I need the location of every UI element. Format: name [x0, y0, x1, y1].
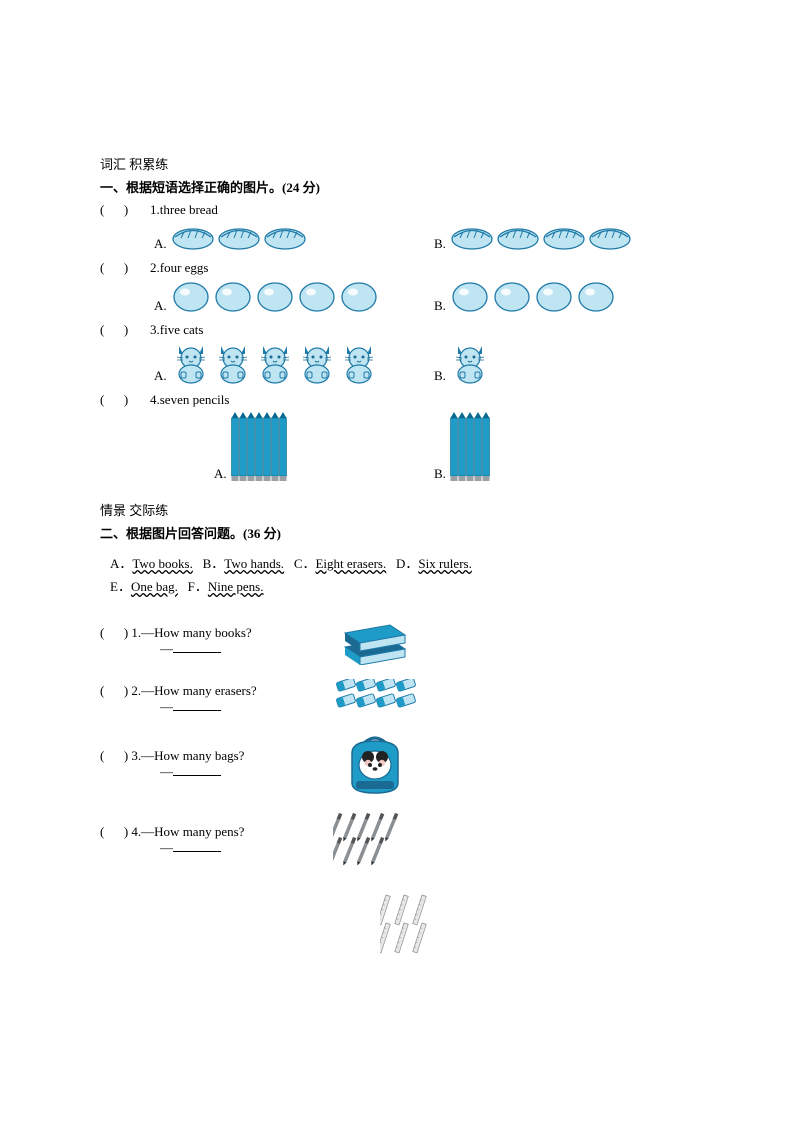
q2-question: 2.—How many erasers?	[131, 683, 256, 698]
bank-item: A．Two books.	[110, 556, 193, 571]
answer-blank[interactable]: ( )	[100, 260, 150, 276]
q2-question: 4.—How many pens?	[131, 824, 244, 839]
egg-icon	[576, 280, 616, 314]
fill-blank[interactable]	[173, 641, 221, 653]
erasers-icon	[330, 679, 420, 719]
fill-blank[interactable]	[173, 840, 221, 852]
option-a-label: A.	[154, 368, 167, 384]
egg-icon	[450, 280, 490, 314]
cat-icon	[171, 342, 211, 384]
q2-answer-line: —	[160, 840, 330, 856]
bag-icon	[344, 733, 406, 795]
answer-blank[interactable]: ( )	[100, 202, 150, 218]
q2-answer-line: —	[160, 764, 330, 780]
question-row: ( ) 1.three bread	[100, 202, 700, 218]
q2-row: ( ) 4.—How many pens? —	[100, 809, 700, 871]
egg-icon	[297, 280, 337, 314]
egg-icon	[171, 280, 211, 314]
pens-icon	[333, 809, 417, 871]
section1-title: 词汇 积累练	[100, 154, 700, 173]
section2-questions: ( ) 1.—How many books? — ( ) 2.—How many…	[100, 617, 700, 871]
egg-icon	[255, 280, 295, 314]
cat-icon	[339, 342, 379, 384]
bread-icon	[263, 222, 307, 252]
bank-item: C．Eight erasers.	[294, 556, 386, 571]
options-row: A.	[100, 412, 700, 482]
extra-image	[380, 891, 700, 961]
options-row: A. B.	[100, 222, 700, 252]
q2-image	[330, 679, 420, 719]
section2-heading: 二、根据图片回答问题。(36 分)	[100, 523, 700, 542]
option-b-label: B.	[434, 368, 446, 384]
q2-row: ( ) 1.—How many books? —	[100, 617, 700, 665]
egg-icon	[534, 280, 574, 314]
bank-item: F．Nine pens.	[188, 579, 264, 594]
q2-image	[330, 617, 420, 665]
books-icon	[340, 617, 410, 665]
bread-icon	[171, 222, 215, 252]
option-a-label: A.	[154, 236, 167, 252]
bank-item: D．Six rulers.	[396, 556, 472, 571]
option-b-label: B.	[434, 236, 446, 252]
bank-item: B．Two hands.	[203, 556, 284, 571]
option-b-label: B.	[434, 466, 446, 482]
egg-icon	[339, 280, 379, 314]
cat-icon	[450, 342, 490, 384]
bread-icon	[496, 222, 540, 252]
section1-heading: 一、根据短语选择正确的图片。(24 分)	[100, 177, 700, 196]
bread-icon	[542, 222, 586, 252]
answer-blank[interactable]: ( )	[100, 392, 150, 408]
cat-icon	[213, 342, 253, 384]
q2-question: 3.—How many bags?	[131, 748, 244, 763]
cat-icon	[255, 342, 295, 384]
answer-blank[interactable]: ( )	[100, 683, 128, 698]
q2-answer-line: —	[160, 699, 330, 715]
question-row: ( ) 2.four eggs	[100, 260, 700, 276]
q2-row: ( ) 2.—How many erasers? —	[100, 679, 700, 719]
question-text: 1.three bread	[150, 202, 218, 218]
question-row: ( ) 3.five cats	[100, 322, 700, 338]
section1-questions: ( ) 1.three bread A. B.	[100, 202, 700, 482]
option-b-label: B.	[434, 298, 446, 314]
fill-blank[interactable]	[173, 699, 221, 711]
egg-icon	[213, 280, 253, 314]
bread-icon	[217, 222, 261, 252]
rulers-icon	[380, 891, 452, 961]
pencils-icon	[450, 412, 490, 482]
answer-blank[interactable]: ( )	[100, 748, 128, 763]
pencils-icon	[231, 412, 287, 482]
q2-row: ( ) 3.—How many bags? —	[100, 733, 700, 795]
bank-item: E．One bag.	[110, 579, 178, 594]
answer-blank[interactable]: ( )	[100, 322, 150, 338]
fill-blank[interactable]	[173, 764, 221, 776]
worksheet-page: 词汇 积累练 一、根据短语选择正确的图片。(24 分) ( ) 1.three …	[0, 0, 800, 1001]
question-text: 4.seven pencils	[150, 392, 229, 408]
option-a-label: A.	[214, 466, 227, 482]
egg-icon	[492, 280, 532, 314]
question-text: 3.five cats	[150, 322, 203, 338]
q2-image	[330, 733, 420, 795]
section2-title: 情景 交际练	[100, 500, 700, 519]
bread-icon	[450, 222, 494, 252]
cat-icon	[297, 342, 337, 384]
q2-answer-line: —	[160, 641, 330, 657]
option-a-label: A.	[154, 298, 167, 314]
options-row: A. B.	[100, 280, 700, 314]
question-row: ( ) 4.seven pencils	[100, 392, 700, 408]
bread-icon	[588, 222, 632, 252]
q2-question: 1.—How many books?	[131, 625, 251, 640]
q2-image	[330, 809, 420, 871]
question-text: 2.four eggs	[150, 260, 209, 276]
answer-blank[interactable]: ( )	[100, 824, 128, 839]
answer-blank[interactable]: ( )	[100, 625, 128, 640]
answer-bank: A．Two books. B．Two hands. C．Eight eraser…	[110, 552, 700, 599]
options-row: A.	[100, 342, 700, 384]
